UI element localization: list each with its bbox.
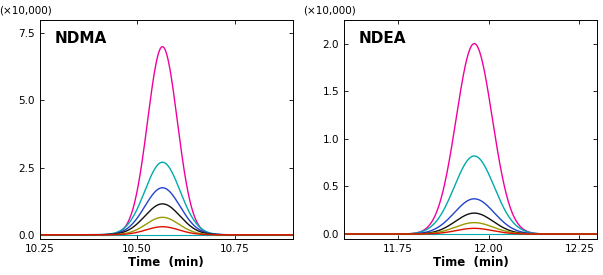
Text: NDEA: NDEA [359,31,406,46]
X-axis label: Time  (min): Time (min) [433,257,508,269]
X-axis label: Time  (min): Time (min) [128,257,204,269]
Text: (×10,000): (×10,000) [303,6,356,15]
Text: (×10,000): (×10,000) [0,6,52,15]
Text: NDMA: NDMA [55,31,107,46]
